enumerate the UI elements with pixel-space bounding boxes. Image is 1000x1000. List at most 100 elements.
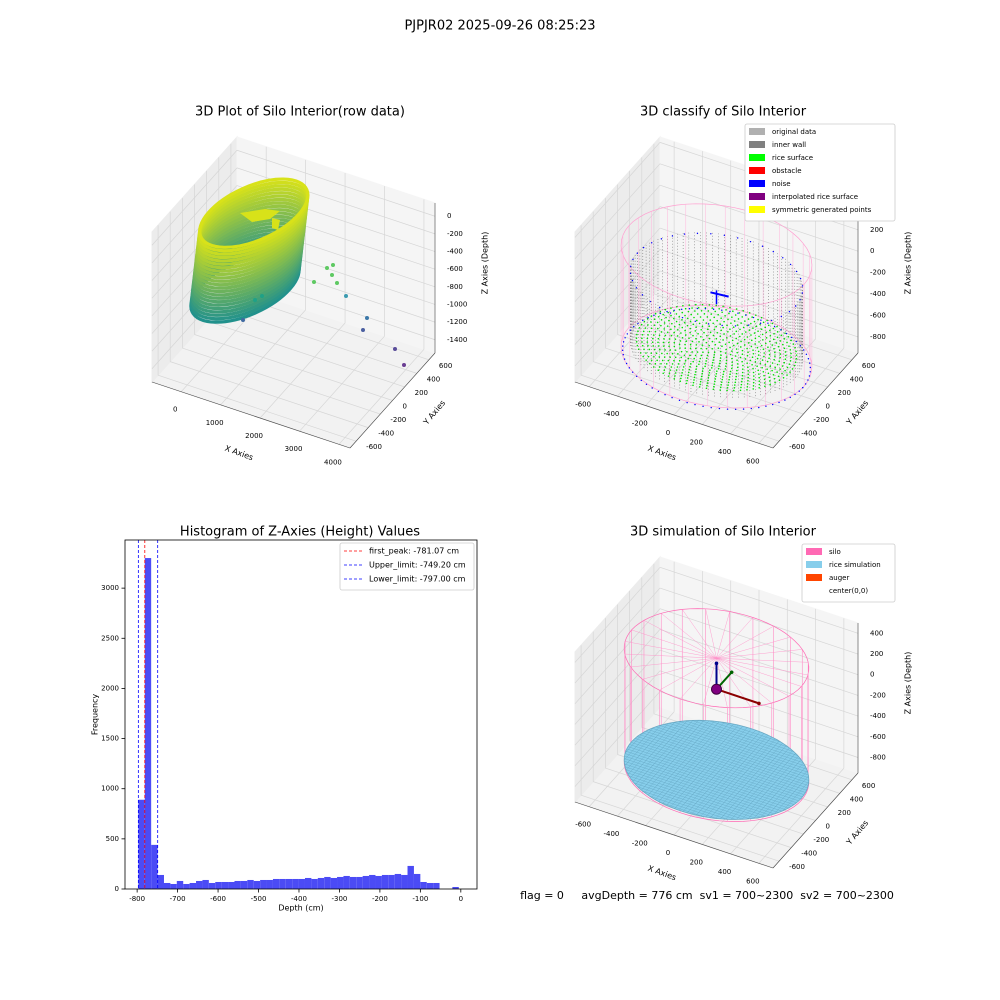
rice-surface-point bbox=[795, 354, 798, 356]
rice-surface-point bbox=[686, 317, 689, 320]
rice-surface-point bbox=[669, 356, 671, 358]
rice-surface-point bbox=[688, 304, 691, 306]
rice-surface-point bbox=[750, 334, 752, 336]
histogram-bar bbox=[292, 878, 299, 889]
histogram-bar bbox=[260, 879, 267, 889]
rice-surface-point bbox=[694, 310, 696, 312]
rice-surface-point bbox=[747, 318, 750, 320]
rice-surface-point bbox=[744, 358, 747, 360]
rice-surface-point bbox=[676, 366, 679, 368]
rice-surface-point bbox=[712, 356, 715, 359]
noise-point bbox=[696, 307, 699, 310]
rice-surface-point bbox=[710, 367, 713, 369]
rice-mesh bbox=[715, 743, 783, 819]
silo-wire bbox=[659, 658, 717, 691]
axis-line bbox=[151, 381, 351, 449]
rice-surface-point bbox=[786, 366, 789, 369]
rice-surface-point bbox=[740, 340, 742, 343]
rice-surface-point bbox=[758, 383, 761, 386]
x-tick-label: 2000 bbox=[245, 432, 263, 440]
rice-surface-point bbox=[681, 311, 684, 314]
rice-surface-point bbox=[695, 344, 698, 346]
rice-surface-point bbox=[702, 367, 704, 370]
rice-surface-point bbox=[730, 322, 732, 324]
rice-surface-point bbox=[685, 340, 688, 342]
axis-line bbox=[574, 801, 774, 869]
rice-surface-point bbox=[762, 321, 765, 324]
axis-line bbox=[574, 381, 774, 449]
histogram-bar bbox=[189, 882, 197, 889]
rice-surface-point bbox=[643, 348, 645, 351]
rice-surface-point bbox=[719, 386, 722, 389]
grid-line bbox=[574, 691, 661, 787]
rice-surface-point bbox=[664, 366, 667, 368]
grid-line bbox=[580, 794, 780, 862]
rice-surface-point bbox=[689, 343, 692, 346]
noise-point bbox=[795, 340, 798, 343]
rice-surface-point bbox=[747, 376, 749, 379]
rice-surface-point bbox=[767, 346, 769, 348]
grid-line bbox=[206, 320, 405, 388]
noise-point bbox=[632, 258, 634, 261]
rice-surface-point bbox=[708, 344, 711, 347]
histogram-bar bbox=[247, 879, 254, 889]
histogram-bar bbox=[349, 876, 357, 889]
rice-surface-point bbox=[647, 355, 650, 358]
rice-surface-point bbox=[758, 376, 760, 379]
plot-frame bbox=[124, 539, 478, 890]
noise-point bbox=[631, 279, 634, 282]
y-tick-label: 0 bbox=[826, 823, 830, 831]
noise-point bbox=[702, 405, 704, 408]
rice-surface-point bbox=[766, 319, 768, 322]
histogram-bar bbox=[401, 874, 408, 889]
axis-line bbox=[349, 352, 436, 449]
rice-surface-point bbox=[641, 341, 643, 343]
rice-surface-point bbox=[641, 333, 644, 336]
y-tick-label: -600 bbox=[789, 443, 805, 451]
rice-surface-point bbox=[650, 352, 653, 354]
rice-surface-point bbox=[742, 309, 745, 312]
y-tick-label: 600 bbox=[862, 362, 875, 370]
rice-mesh bbox=[710, 740, 780, 818]
y-tick-label: -200 bbox=[813, 836, 829, 844]
rice-surface-point bbox=[734, 314, 737, 316]
rice-surface-point bbox=[735, 337, 738, 340]
rice-surface-point bbox=[701, 303, 704, 306]
rice-mesh bbox=[747, 759, 802, 820]
rice-surface-point bbox=[738, 312, 741, 314]
rice-mesh bbox=[634, 738, 805, 795]
rice-surface-point bbox=[660, 319, 663, 321]
rice-surface-point bbox=[711, 361, 714, 364]
histogram-bar bbox=[285, 878, 293, 889]
y-tick-label: 200 bbox=[838, 389, 851, 397]
rice-surface-point bbox=[665, 316, 667, 319]
rice-surface-point bbox=[747, 379, 749, 382]
noise-point bbox=[772, 250, 775, 253]
rice-surface-point bbox=[741, 377, 743, 380]
histogram-bar bbox=[433, 882, 440, 889]
rice-surface-point bbox=[687, 310, 690, 313]
histogram-bar bbox=[144, 558, 152, 889]
rice-surface-point bbox=[645, 352, 647, 354]
noise-point bbox=[645, 383, 648, 385]
histogram-bar bbox=[337, 876, 344, 889]
rice-surface-point bbox=[776, 363, 779, 366]
noise-point bbox=[673, 309, 675, 311]
rice-mesh bbox=[782, 781, 809, 812]
rice-surface-point bbox=[774, 366, 776, 369]
rice-surface-point bbox=[725, 348, 727, 351]
rice-surface-point bbox=[757, 350, 760, 353]
rice-surface-point bbox=[705, 347, 708, 350]
y-tick-label: 400 bbox=[850, 375, 863, 383]
legend-label: silo bbox=[829, 548, 841, 556]
noise-point bbox=[747, 324, 750, 326]
rice-surface-point bbox=[689, 362, 692, 365]
rice-surface-point bbox=[764, 363, 767, 366]
silo-wire bbox=[716, 636, 791, 659]
y-tick-label: 200 bbox=[838, 809, 851, 817]
rice-surface-point bbox=[772, 338, 775, 341]
grid-line bbox=[194, 334, 393, 401]
noise-point bbox=[671, 235, 674, 237]
rice-surface-point bbox=[783, 361, 786, 364]
grid-line bbox=[659, 567, 859, 634]
